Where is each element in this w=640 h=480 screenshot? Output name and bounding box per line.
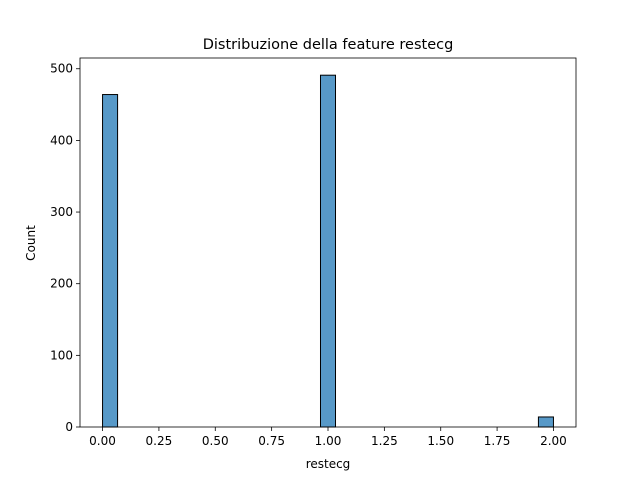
y-axis-label: Count (24, 225, 38, 261)
chart-title: Distribuzione della feature restecg (203, 37, 454, 53)
x-tick-label: 0.25 (146, 434, 173, 448)
bar-0 (102, 94, 119, 428)
x-tick-label: 0.00 (89, 434, 116, 448)
y-tick-label: 200 (50, 277, 73, 291)
bar-2 (537, 416, 554, 428)
bar-1 (319, 74, 337, 428)
x-tick-label: 2.00 (540, 434, 567, 448)
x-tick-label: 1.50 (427, 434, 454, 448)
x-tick-label: 0.50 (202, 434, 229, 448)
y-tick-label: 500 (50, 62, 73, 76)
y-tick-label: 0 (65, 420, 73, 434)
x-tick-label: 1.00 (315, 434, 342, 448)
x-tick-label: 0.75 (258, 434, 285, 448)
x-tick-label: 1.25 (371, 434, 398, 448)
bars-group (102, 74, 554, 428)
y-tick-label: 300 (50, 205, 73, 219)
x-axis-ticks: 0.00 0.25 0.50 0.75 1.00 1.25 1.50 1.75 2.00 (89, 427, 567, 448)
x-tick-label: 1.75 (484, 434, 511, 448)
x-axis-label: restecg (306, 457, 351, 471)
y-tick-label: 400 (50, 133, 73, 147)
y-axis-ticks: 0 100 200 300 400 500 (50, 62, 80, 434)
y-tick-label: 100 (50, 348, 73, 362)
